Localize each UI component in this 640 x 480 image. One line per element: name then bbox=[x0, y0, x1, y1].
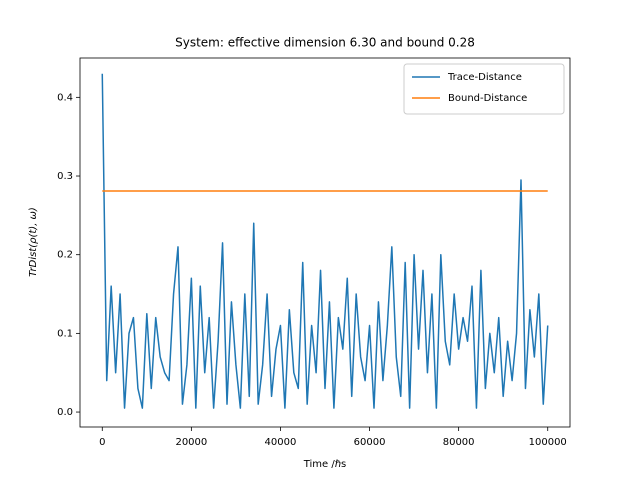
y-tick-label: 0.4 bbox=[57, 92, 73, 103]
y-tick-label: 0.2 bbox=[57, 250, 73, 261]
y-axis-label: TrDist(ρ(t), ω) bbox=[28, 207, 39, 277]
y-tick-label: 0.0 bbox=[57, 407, 73, 418]
x-tick-label: 60000 bbox=[354, 437, 386, 448]
legend-label: Bound-Distance bbox=[448, 93, 527, 104]
y-tick-label: 0.1 bbox=[57, 328, 73, 339]
legend-label: Trace-Distance bbox=[447, 72, 522, 83]
y-tick-label: 0.3 bbox=[57, 171, 73, 182]
x-axis-label: Time /ℏs bbox=[303, 459, 347, 470]
x-tick-label: 20000 bbox=[175, 437, 207, 448]
plot-frame bbox=[79, 57, 571, 428]
x-tick-label: 0 bbox=[99, 437, 105, 448]
chart-title: System: effective dimension 6.30 and bou… bbox=[175, 36, 475, 50]
series-line bbox=[101, 73, 549, 409]
x-tick-label: 100000 bbox=[529, 437, 567, 448]
x-tick-label: 80000 bbox=[443, 437, 475, 448]
legend-box bbox=[403, 63, 565, 115]
x-tick-label: 40000 bbox=[265, 437, 297, 448]
